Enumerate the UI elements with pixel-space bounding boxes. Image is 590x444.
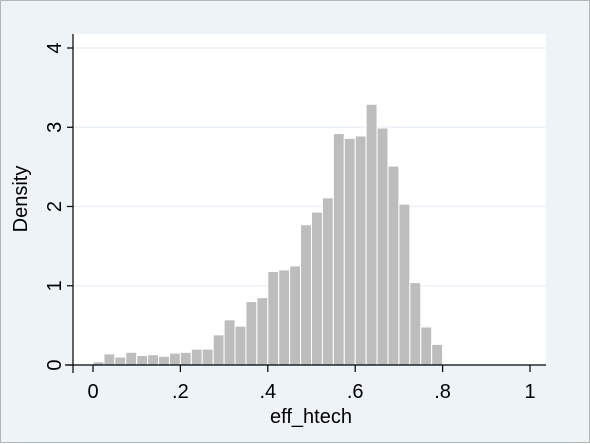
histogram-bar [300, 224, 313, 366]
histogram-bar [343, 137, 356, 366]
histogram-bar [398, 203, 411, 366]
histogram-bar [289, 265, 302, 366]
x-axis-title: eff_htech [270, 406, 352, 428]
histogram-bar [278, 269, 291, 366]
y-tick-label: 0 [44, 359, 66, 370]
y-tick-label: 3 [44, 122, 66, 133]
grid-lines [73, 47, 546, 287]
x-tick-label: 0 [87, 381, 98, 403]
histogram-bar [212, 334, 225, 366]
histogram-bar [245, 301, 258, 366]
histogram-bar [190, 348, 203, 366]
histogram-bar [223, 319, 236, 366]
x-tick-label: .2 [172, 381, 189, 403]
histogram-bar [376, 127, 389, 366]
histogram-bar [103, 353, 116, 366]
histogram-bar [201, 348, 214, 366]
histogram-bar [256, 297, 269, 366]
y-axis-title: Density [10, 166, 32, 233]
histogram-bar [267, 270, 280, 366]
histogram-bar [321, 197, 334, 366]
x-tick-label: .8 [434, 381, 451, 403]
histogram-bar [234, 325, 247, 366]
x-tick-label: 1 [524, 381, 535, 403]
histogram-bar [431, 343, 444, 366]
y-tick-label: 4 [44, 42, 66, 53]
histogram-bar [114, 356, 127, 366]
x-tick-label: .6 [347, 381, 364, 403]
histogram-bars [92, 103, 487, 366]
histogram-bar [158, 355, 170, 366]
histogram-bar [365, 103, 378, 366]
histogram-bar [354, 135, 367, 366]
histogram-bar [147, 354, 160, 366]
histogram-bar [387, 165, 400, 366]
histogram-bar [168, 352, 181, 366]
histogram-bar [136, 354, 149, 366]
histogram-bar [311, 211, 323, 366]
x-axis-ticks: 0 .2 .4 .6 .8 1 [87, 365, 536, 403]
axes [65, 34, 546, 373]
histogram-bar [125, 351, 138, 366]
histogram-bar [420, 326, 433, 366]
y-tick-label: 2 [44, 201, 66, 212]
histogram-bar [179, 351, 192, 366]
x-tick-label: .4 [259, 381, 276, 403]
histogram-bar [409, 282, 422, 366]
histogram-bar [332, 133, 345, 366]
y-axis-ticks: 0 1 2 3 4 [44, 42, 73, 371]
y-tick-label: 1 [44, 280, 66, 291]
